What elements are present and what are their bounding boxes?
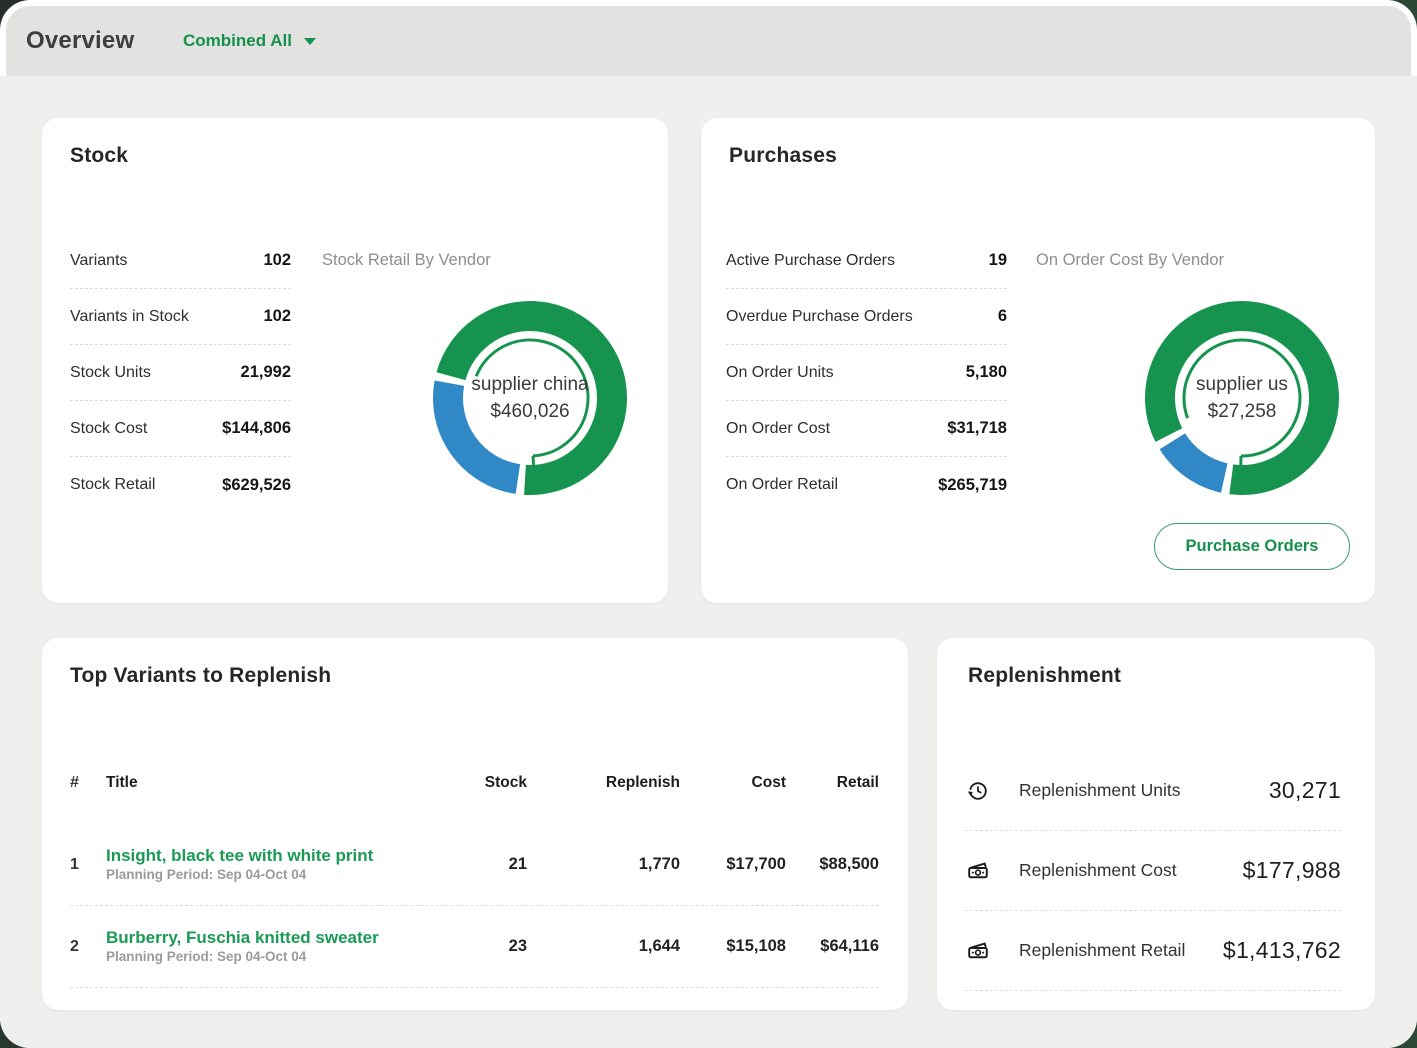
stat-value: 6: [998, 307, 1007, 326]
stock-card-title: Stock: [70, 144, 128, 168]
column-header-title: Title: [106, 774, 447, 792]
table-row: 1 Insight, black tee with white print Pl…: [70, 824, 879, 906]
row-rank: 2: [70, 938, 106, 956]
column-header-cost: Cost: [680, 774, 786, 792]
list-item: Replenishment Cost $177,988: [965, 831, 1341, 911]
stat-row: Variants in Stock 102: [70, 289, 291, 345]
row-replenish: 1,770: [527, 855, 680, 874]
donut-highlight-arc: [1184, 340, 1300, 456]
cash-icon: [965, 858, 991, 884]
purchases-card: Purchases Active Purchase Orders 19 Over…: [701, 118, 1375, 603]
purchases-donut-chart[interactable]: supplier us $27,258: [1142, 298, 1342, 498]
stat-label: On Order Units: [726, 364, 834, 382]
replenishment-label: Replenishment Cost: [1019, 860, 1177, 881]
cash-icon: [965, 938, 991, 964]
top-variants-card: Top Variants to Replenish # Title Stock …: [42, 638, 908, 1010]
stat-value: 21,992: [241, 363, 291, 382]
stat-label: Stock Cost: [70, 420, 147, 438]
stat-value: $265,719: [938, 476, 1007, 495]
scope-filter-label: Combined All: [183, 31, 292, 51]
donut-segment[interactable]: [448, 383, 518, 479]
column-header-replenish: Replenish: [527, 774, 680, 792]
stat-row: Stock Retail $629,526: [70, 457, 291, 513]
top-variants-table: # Title Stock Replenish Cost Retail 1 In…: [70, 766, 879, 988]
row-title-cell: Burberry, Fuschia knitted sweater Planni…: [106, 928, 447, 966]
stat-label: Active Purchase Orders: [726, 252, 895, 270]
stat-row: On Order Cost $31,718: [726, 401, 1007, 457]
stat-label: On Order Retail: [726, 476, 838, 494]
stat-value: $31,718: [947, 419, 1007, 438]
stat-value: $144,806: [222, 419, 291, 438]
replenishment-value: 30,271: [1269, 777, 1341, 804]
stat-label: Stock Retail: [70, 476, 155, 494]
replenishment-value: $1,413,762: [1223, 937, 1341, 964]
replenishment-list: Replenishment Units 30,271 Replenishment…: [965, 751, 1341, 991]
row-stock: 23: [447, 937, 527, 956]
replenishment-title: Replenishment: [968, 664, 1121, 688]
replenishment-card: Replenishment Replenishment Units 30,271: [937, 638, 1375, 1010]
purchases-card-title: Purchases: [729, 144, 837, 168]
variant-title-link[interactable]: Burberry, Fuschia knitted sweater: [106, 928, 447, 948]
stock-chart-caption: Stock Retail By Vendor: [322, 251, 491, 270]
stat-row: Active Purchase Orders 19: [726, 233, 1007, 289]
history-icon: [965, 778, 991, 804]
variant-planning-period: Planning Period: Sep 04-Oct 04: [106, 949, 306, 964]
donut-svg[interactable]: [430, 298, 630, 498]
stat-value: 102: [263, 251, 291, 270]
row-title-cell: Insight, black tee with white print Plan…: [106, 846, 447, 884]
table-row: 2 Burberry, Fuschia knitted sweater Plan…: [70, 906, 879, 988]
row-retail: $64,116: [786, 937, 879, 956]
stat-row: Stock Units 21,992: [70, 345, 291, 401]
stock-card: Stock Variants 102 Variants in Stock 102…: [42, 118, 668, 603]
variant-title-link[interactable]: Insight, black tee with white print: [106, 846, 447, 866]
stat-label: Overdue Purchase Orders: [726, 308, 913, 326]
stat-row: On Order Retail $265,719: [726, 457, 1007, 513]
top-variants-title: Top Variants to Replenish: [70, 664, 331, 688]
variant-planning-period: Planning Period: Sep 04-Oct 04: [106, 867, 306, 882]
purchases-stats-list: Active Purchase Orders 19 Overdue Purcha…: [726, 233, 1007, 513]
stat-value: 102: [263, 307, 291, 326]
stat-label: Stock Units: [70, 364, 151, 382]
column-header-stock: Stock: [447, 774, 527, 792]
stat-value: 19: [989, 251, 1007, 270]
stat-label: Variants in Stock: [70, 308, 189, 326]
top-bar: Overview Combined All: [6, 6, 1411, 76]
table-header-row: # Title Stock Replenish Cost Retail: [70, 766, 879, 800]
stat-row: Stock Cost $144,806: [70, 401, 291, 457]
row-stock: 21: [447, 855, 527, 874]
row-cost: $17,700: [680, 855, 786, 874]
scope-filter-dropdown[interactable]: Combined All: [183, 31, 316, 51]
replenishment-label: Replenishment Retail: [1019, 940, 1185, 961]
row-replenish: 1,644: [527, 937, 680, 956]
row-retail: $88,500: [786, 855, 879, 874]
app-window: Overview Combined All Stock Variants 102…: [0, 0, 1417, 1048]
stat-label: On Order Cost: [726, 420, 830, 438]
page-title: Overview: [26, 27, 134, 55]
donut-highlight-arc: [476, 340, 588, 456]
stat-row: On Order Units 5,180: [726, 345, 1007, 401]
stock-donut-chart[interactable]: supplier china $460,026: [430, 298, 630, 498]
donut-svg[interactable]: [1142, 298, 1342, 498]
donut-segment[interactable]: [1172, 441, 1224, 478]
stat-value: $629,526: [222, 476, 291, 495]
row-cost: $15,108: [680, 937, 786, 956]
stat-label: Variants: [70, 252, 128, 270]
column-header-rank: #: [70, 774, 106, 792]
replenishment-value: $177,988: [1243, 857, 1341, 884]
list-item: Replenishment Units 30,271: [965, 751, 1341, 831]
row-rank: 1: [70, 856, 106, 874]
purchases-chart-caption: On Order Cost By Vendor: [1036, 251, 1224, 270]
stat-row: Variants 102: [70, 233, 291, 289]
replenishment-label: Replenishment Units: [1019, 780, 1180, 801]
stat-row: Overdue Purchase Orders 6: [726, 289, 1007, 345]
column-header-retail: Retail: [786, 774, 879, 792]
chevron-down-icon: [304, 38, 316, 45]
stock-stats-list: Variants 102 Variants in Stock 102 Stock…: [70, 233, 291, 513]
list-item: Replenishment Retail $1,413,762: [965, 911, 1341, 991]
stat-value: 5,180: [966, 363, 1007, 382]
purchase-orders-button[interactable]: Purchase Orders: [1154, 523, 1350, 570]
